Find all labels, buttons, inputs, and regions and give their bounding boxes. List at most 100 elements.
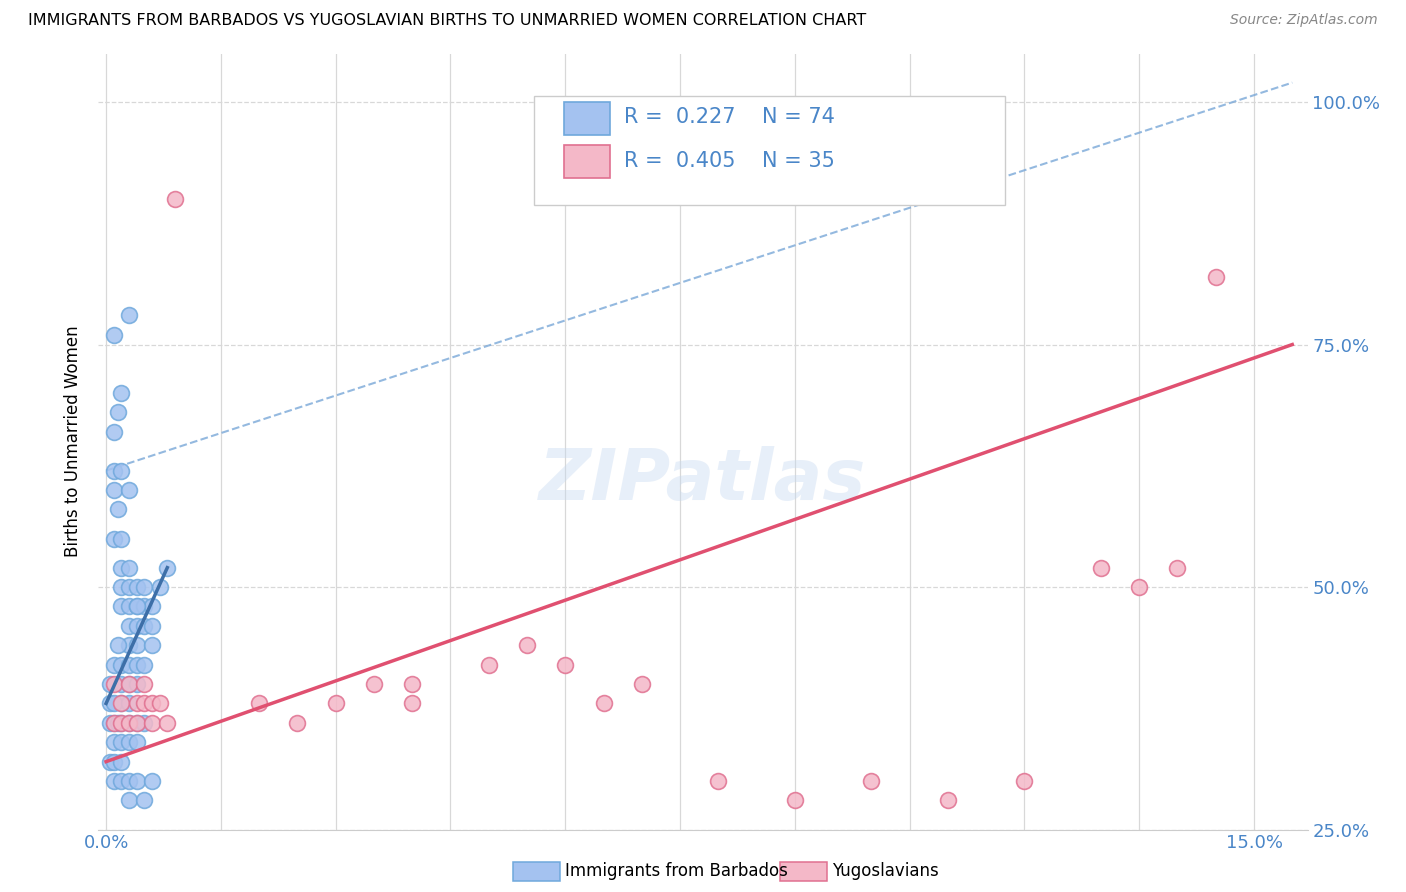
Text: Yugoslavians: Yugoslavians (832, 863, 939, 880)
Point (118, 599, 141, 614)
Point (149, 580, 172, 594)
Text: R =  0.405    N = 35: R = 0.405 N = 35 (624, 151, 835, 170)
Point (98, 755, 121, 769)
Point (110, 560, 132, 574)
Point (107, 502, 129, 516)
Point (516, 638, 538, 652)
Point (103, 327, 125, 342)
Point (592, 697, 614, 711)
Point (110, 657, 132, 672)
Point (118, 774, 141, 789)
Point (118, 619, 141, 633)
Point (110, 715, 132, 730)
Point (118, 735, 141, 749)
Point (554, 657, 576, 672)
FancyBboxPatch shape (564, 145, 610, 178)
Point (107, 715, 129, 730)
Point (118, 715, 141, 730)
Point (118, 715, 141, 730)
Point (98, 715, 121, 730)
Point (1090, 560, 1112, 574)
Point (110, 386, 132, 401)
Point (134, 697, 156, 711)
Point (156, 715, 179, 730)
Point (134, 580, 156, 594)
Point (134, 657, 156, 672)
Point (125, 657, 148, 672)
Point (110, 697, 132, 711)
Point (125, 774, 148, 789)
Point (118, 657, 141, 672)
Point (783, 793, 806, 807)
Text: Immigrants from Barbados: Immigrants from Barbados (565, 863, 789, 880)
Point (103, 657, 125, 672)
Point (103, 755, 125, 769)
Point (103, 715, 125, 730)
Point (110, 697, 132, 711)
Point (107, 405, 129, 419)
Point (110, 580, 132, 594)
Point (125, 735, 148, 749)
Point (103, 871, 125, 885)
Point (134, 677, 156, 691)
Point (118, 483, 141, 497)
Point (98, 677, 121, 691)
Point (103, 425, 125, 439)
Point (149, 697, 172, 711)
Point (247, 697, 270, 711)
Text: ZIPatlas: ZIPatlas (540, 446, 866, 515)
Point (287, 715, 309, 730)
Point (125, 599, 148, 614)
Text: IMMIGRANTS FROM BARBADOS VS YUGOSLAVIAN BIRTHS TO UNMARRIED WOMEN CORRELATION CH: IMMIGRANTS FROM BARBADOS VS YUGOSLAVIAN … (28, 13, 866, 29)
Point (125, 677, 148, 691)
Point (118, 638, 141, 652)
Point (98, 852, 121, 866)
Text: R =  0.227    N = 74: R = 0.227 N = 74 (624, 107, 835, 128)
Point (110, 735, 132, 749)
Point (141, 697, 163, 711)
Point (125, 638, 148, 652)
Point (1166, 560, 1188, 574)
Y-axis label: Births to Unmarried Women: Births to Unmarried Women (65, 326, 83, 558)
Text: Source: ZipAtlas.com: Source: ZipAtlas.com (1230, 13, 1378, 28)
Point (103, 697, 125, 711)
Point (103, 483, 125, 497)
Point (110, 532, 132, 546)
Point (118, 852, 141, 866)
Point (118, 677, 141, 691)
Point (110, 755, 132, 769)
Point (118, 697, 141, 711)
Point (103, 677, 125, 691)
Point (401, 677, 423, 691)
Point (141, 599, 163, 614)
Point (110, 599, 132, 614)
Point (141, 715, 163, 730)
Point (125, 599, 148, 614)
Point (125, 619, 148, 633)
Point (110, 774, 132, 789)
Point (860, 774, 883, 789)
Point (118, 309, 141, 323)
Point (1014, 774, 1036, 789)
Point (110, 715, 132, 730)
Point (107, 852, 129, 866)
Point (103, 532, 125, 546)
Point (110, 677, 132, 691)
Point (325, 697, 347, 711)
Point (103, 735, 125, 749)
Point (134, 599, 156, 614)
Point (110, 464, 132, 478)
Point (118, 793, 141, 807)
Point (118, 677, 141, 691)
Point (156, 560, 179, 574)
Point (125, 715, 148, 730)
Point (103, 464, 125, 478)
Point (134, 793, 156, 807)
Point (936, 793, 959, 807)
Point (107, 638, 129, 652)
Point (707, 774, 730, 789)
Point (1205, 269, 1227, 284)
Point (98, 697, 121, 711)
Point (363, 677, 385, 691)
Point (118, 560, 141, 574)
